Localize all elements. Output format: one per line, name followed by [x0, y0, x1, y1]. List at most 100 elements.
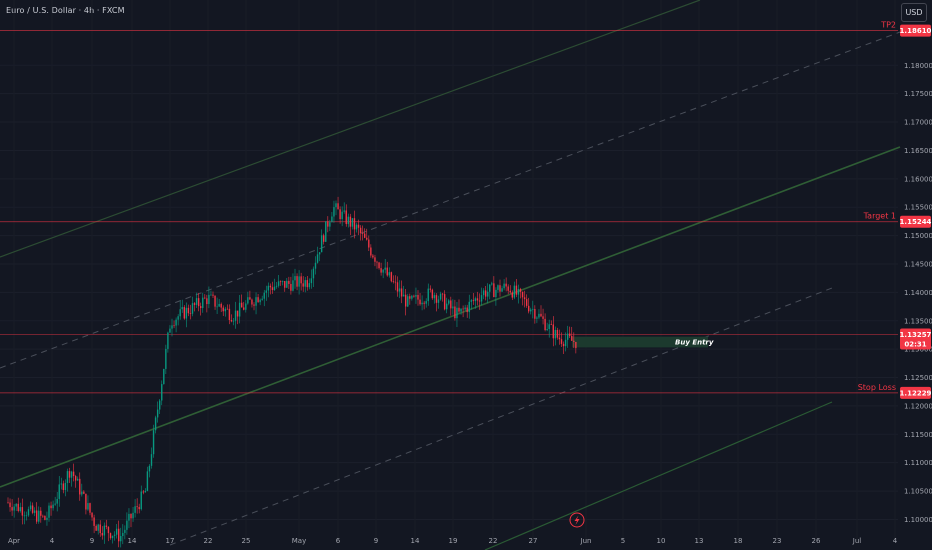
candle-body: [171, 325, 173, 329]
candle-body: [409, 296, 411, 299]
buy-entry-zone[interactable]: [572, 336, 708, 348]
candle-body: [177, 316, 179, 320]
candle-body: [58, 484, 60, 499]
candle-body: [288, 280, 290, 284]
candle-body: [431, 289, 434, 299]
candle-body: [429, 288, 431, 290]
candle-body: [530, 309, 532, 312]
time-tick-label: 14: [411, 537, 420, 545]
candle-body: [142, 491, 144, 493]
candle-body: [335, 203, 337, 208]
candle-body: [573, 340, 575, 342]
candle-body: [519, 288, 522, 292]
price-tags: 1.18610 1.15244 1.12229 1.13257 02:31: [900, 24, 932, 399]
candle-body: [154, 417, 157, 431]
candle-body: [163, 368, 165, 385]
candle-body: [298, 276, 300, 287]
candle-body: [482, 290, 485, 296]
candle-body: [421, 302, 423, 305]
price-tick-label: 1.11500: [904, 431, 932, 439]
candle-body: [337, 203, 339, 210]
candle-body: [265, 290, 267, 293]
lightning-icon[interactable]: [569, 512, 585, 528]
candle-body: [396, 282, 399, 292]
candle-body: [124, 529, 126, 533]
candle-body: [81, 491, 83, 495]
candle-body: [402, 294, 405, 297]
candle-body: [241, 302, 243, 308]
candle-body: [384, 267, 386, 270]
candle-body: [238, 302, 241, 317]
price-tick-label: 1.16500: [904, 147, 932, 155]
candle-body: [150, 454, 153, 466]
candle-body: [273, 286, 276, 291]
candle-body: [95, 525, 97, 531]
candle-body: [503, 283, 505, 289]
currency-button[interactable]: USD: [901, 3, 927, 22]
candle-body: [122, 532, 124, 537]
candle-body: [448, 300, 450, 304]
candle-body: [152, 430, 155, 455]
candle-body: [212, 294, 214, 296]
candle-body: [400, 288, 403, 297]
candle-body: [392, 281, 395, 282]
candle-body: [105, 525, 108, 527]
price-tick-label: 1.15500: [904, 204, 932, 212]
candle-body: [374, 257, 376, 262]
candle-body: [218, 303, 220, 307]
level-price-tag-text: 1.15244: [900, 218, 932, 226]
candle-body: [226, 308, 229, 310]
candle-body: [370, 247, 372, 256]
candle-body: [251, 299, 253, 305]
price-tick-label: 1.15000: [904, 232, 932, 240]
channel-line: [0, 146, 901, 488]
price-axis: 1.18000 1.17500 1.17000 1.16500 1.16000 1.155…: [904, 62, 932, 524]
candle-body: [13, 506, 15, 511]
candle-body: [407, 296, 409, 307]
candle-body: [9, 502, 11, 508]
candle-body: [364, 233, 366, 238]
candle-body: [91, 512, 93, 518]
candle-body: [316, 254, 319, 263]
candle-body: [64, 482, 67, 491]
time-tick-label: 26: [812, 537, 821, 545]
level-price-tag: [900, 386, 931, 399]
candle-body: [181, 307, 183, 310]
candle-body: [156, 409, 159, 418]
candle-body: [70, 471, 73, 478]
time-tick-label: 13: [695, 537, 704, 545]
candle-body: [343, 210, 345, 212]
candle-body: [450, 300, 452, 309]
candle-body: [138, 507, 140, 510]
candle-body: [220, 303, 222, 308]
candle-body: [378, 262, 380, 269]
channel-midline: [169, 287, 833, 546]
candle-body: [441, 293, 444, 295]
candles: [7, 196, 577, 548]
candle-body: [275, 285, 278, 287]
candle-body: [126, 520, 128, 530]
candle-body: [517, 288, 520, 295]
candle-body: [452, 306, 454, 309]
candle-body: [419, 299, 421, 305]
candle-body: [269, 285, 272, 288]
candle-body: [433, 295, 436, 299]
candle-body: [361, 233, 364, 234]
level-price-tag-text: 1.18610: [900, 27, 932, 35]
candle-body: [493, 283, 495, 298]
candle-body: [425, 301, 427, 304]
candle-body: [310, 278, 313, 284]
price-tick-label: 1.14500: [904, 260, 932, 268]
candle-body: [52, 504, 54, 509]
candle-body: [368, 239, 370, 248]
candle-body: [263, 292, 265, 299]
candle-body: [353, 218, 356, 230]
candle-body: [521, 291, 524, 298]
candle-body: [489, 284, 491, 292]
candle-body: [195, 298, 198, 305]
candle-body: [546, 329, 548, 331]
candle-body: [62, 483, 65, 491]
candle-body: [296, 276, 298, 287]
candle-body: [189, 313, 192, 314]
